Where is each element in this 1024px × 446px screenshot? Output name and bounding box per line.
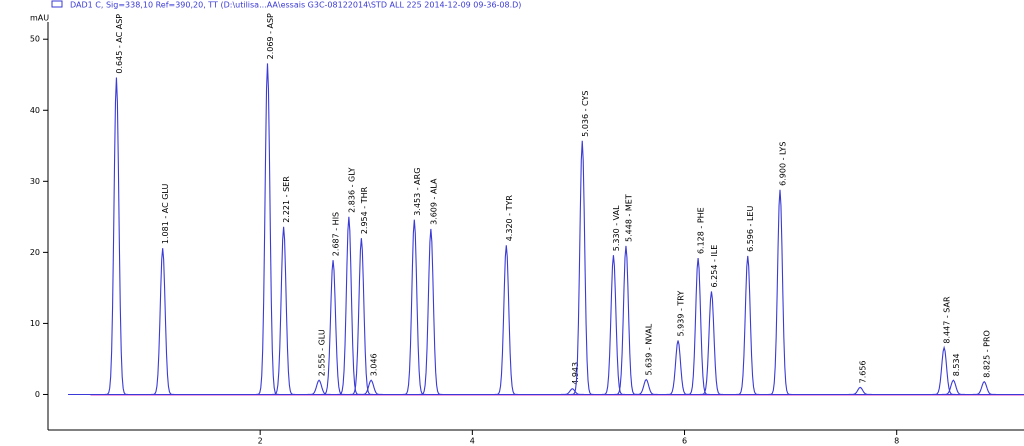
peak <box>570 140 594 396</box>
x-tick-label: 8 <box>894 437 899 446</box>
peak <box>972 380 996 396</box>
peak <box>768 189 792 396</box>
peak <box>560 388 584 396</box>
peak <box>736 255 760 396</box>
legend-swatch <box>51 0 63 8</box>
peak-label: 5.939 - TRY <box>677 291 686 337</box>
x-tick-label: 4 <box>470 437 475 446</box>
peak-label: 6.900 - LYS <box>779 142 788 186</box>
peak-label: 4.320 - TYR <box>505 195 514 242</box>
peak-label: 6.596 - LEU <box>746 206 755 252</box>
peak <box>337 216 361 396</box>
peak <box>349 238 373 396</box>
peak-label: 2.954 - THR <box>360 186 369 234</box>
peak-label: 6.128 - PHE <box>697 207 706 254</box>
y-tick-label: 10 <box>30 319 40 328</box>
y-axis-label: mAU <box>30 14 49 23</box>
peak-label: 5.036 - CYS <box>581 91 590 137</box>
peak <box>255 63 280 396</box>
peak <box>666 340 690 396</box>
peak-label: 1.081 - AC GLU <box>161 184 170 245</box>
peak-label: 2.687 - HIS <box>332 212 341 256</box>
peak-label: 5.639 - NVAL <box>645 323 654 375</box>
peak-label: 7.656 <box>859 360 868 383</box>
peak <box>686 257 710 396</box>
y-tick-label: 0 <box>35 390 40 399</box>
peak-label: 3.453 - ARG <box>413 168 422 216</box>
peak-label: 2.221 - SER <box>282 176 291 223</box>
peak <box>634 378 658 396</box>
peak <box>699 291 723 396</box>
peak-label: 8.825 - PRO <box>983 330 992 378</box>
peak-label: 2.555 - GLU <box>318 329 327 376</box>
peak-label: 2.836 - GLY <box>347 167 356 212</box>
peak <box>151 248 175 396</box>
y-tick-label: 50 <box>30 35 40 44</box>
peak-label: 4.943 <box>571 362 580 385</box>
peak-label: 8.447 - SAR <box>943 296 952 344</box>
peak-label: 8.534 <box>952 353 961 376</box>
peak <box>402 219 426 396</box>
peak-label: 5.330 - VAL <box>612 205 621 251</box>
signal-title: DAD1 C, Sig=338,10 Ref=390,20, TT (D:\ut… <box>70 1 521 10</box>
peak <box>601 255 625 396</box>
peak-label: 3.609 - ALA <box>429 178 438 225</box>
peak-label: 0.645 - AC ASP <box>115 14 124 74</box>
peak <box>494 245 518 396</box>
peak <box>419 228 443 396</box>
peak-label: 2.069 - ASP <box>266 13 275 59</box>
peak <box>941 379 965 396</box>
peak <box>104 77 128 396</box>
peak <box>848 386 872 396</box>
x-tick-label: 6 <box>682 437 687 446</box>
x-tick-label: 2 <box>258 437 263 446</box>
peak <box>359 379 383 396</box>
y-tick-label: 20 <box>30 248 40 257</box>
y-tick-label: 40 <box>30 106 40 115</box>
peak <box>614 245 638 396</box>
peak-label: 3.046 <box>370 353 379 376</box>
y-tick-label: 30 <box>30 177 40 186</box>
peak-label: 5.448 - MET <box>624 194 633 242</box>
peak <box>272 226 296 396</box>
peak <box>307 379 331 396</box>
peak <box>932 345 956 396</box>
peak-label: 6.254 - ILE <box>710 245 719 288</box>
